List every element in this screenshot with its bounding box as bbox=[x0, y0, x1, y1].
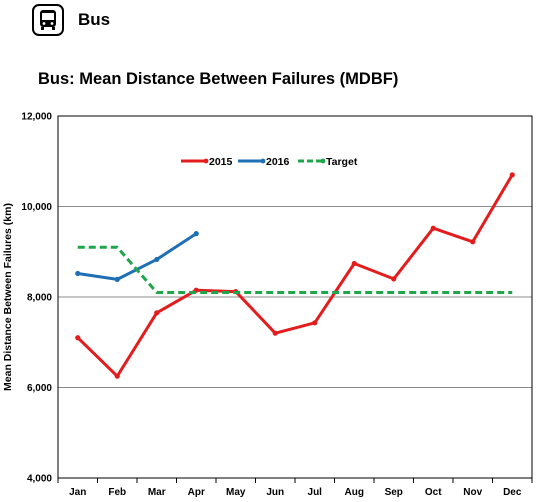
header: Bus bbox=[32, 2, 110, 38]
y-tick-label: 8,000 bbox=[27, 293, 52, 304]
bus-icon bbox=[32, 4, 64, 36]
legend-label-2016: 2016 bbox=[266, 156, 290, 168]
series-line-target bbox=[77, 245, 513, 294]
data-point-2016 bbox=[193, 231, 199, 237]
x-tick-label-may: May bbox=[226, 487, 246, 498]
data-point-2015 bbox=[509, 172, 515, 178]
legend-marker-2016 bbox=[260, 158, 266, 164]
legend-label-2015: 2015 bbox=[209, 156, 233, 168]
data-point-2015 bbox=[430, 225, 436, 231]
series-line-2016 bbox=[77, 232, 198, 281]
x-tick-label-dec: Dec bbox=[503, 487, 522, 498]
chart-title: Bus: Mean Distance Between Failures (MDB… bbox=[38, 70, 399, 88]
y-tick-label: 4,000 bbox=[27, 474, 52, 485]
x-tick-label-nov: Nov bbox=[463, 487, 482, 498]
y-tick-label: 6,000 bbox=[27, 383, 52, 394]
x-tick-label-oct: Oct bbox=[425, 487, 442, 498]
data-point-2015 bbox=[391, 276, 397, 282]
section-label: Bus bbox=[78, 10, 111, 29]
x-tick-label-mar: Mar bbox=[148, 487, 166, 498]
x-tick-label-feb: Feb bbox=[108, 487, 126, 498]
x-tick-label-aug: Aug bbox=[345, 487, 364, 498]
data-point-2015 bbox=[312, 320, 318, 326]
x-tick-label-jan: Jan bbox=[69, 487, 86, 498]
y-tick-label: 12,000 bbox=[21, 112, 52, 123]
data-point-2016 bbox=[75, 270, 81, 277]
legend-marker-target bbox=[320, 158, 326, 164]
legend-marker-2015 bbox=[203, 158, 209, 164]
data-point-2015 bbox=[75, 335, 81, 341]
x-tick-label-apr: Apr bbox=[188, 487, 205, 498]
data-point-2015 bbox=[272, 330, 278, 336]
data-point-2015 bbox=[470, 239, 476, 245]
x-tick-label-jul: Jul bbox=[308, 487, 323, 498]
series-line-2015 bbox=[76, 174, 514, 378]
y-axis-label: Mean Distance Between Failures (km) bbox=[2, 203, 14, 391]
data-point-2015 bbox=[351, 260, 357, 267]
data-point-2016 bbox=[114, 276, 120, 282]
x-tick-label-jun: Jun bbox=[266, 487, 284, 498]
data-point-2015 bbox=[154, 310, 160, 316]
data-point-2016 bbox=[154, 256, 160, 263]
x-tick-label-sep: Sep bbox=[385, 487, 403, 498]
y-tick-label: 10,000 bbox=[21, 202, 52, 213]
legend-label-target: Target bbox=[326, 156, 358, 168]
data-point-2015 bbox=[114, 373, 120, 379]
